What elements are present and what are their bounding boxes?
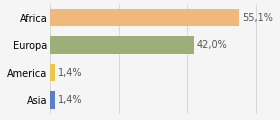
Bar — [50, 64, 55, 81]
Bar — [50, 36, 194, 54]
Bar — [50, 91, 55, 109]
Text: 1,4%: 1,4% — [58, 95, 82, 105]
Text: 42,0%: 42,0% — [197, 40, 228, 50]
Text: 55,1%: 55,1% — [242, 13, 272, 23]
Bar — [50, 9, 239, 27]
Text: 1,4%: 1,4% — [58, 68, 82, 78]
